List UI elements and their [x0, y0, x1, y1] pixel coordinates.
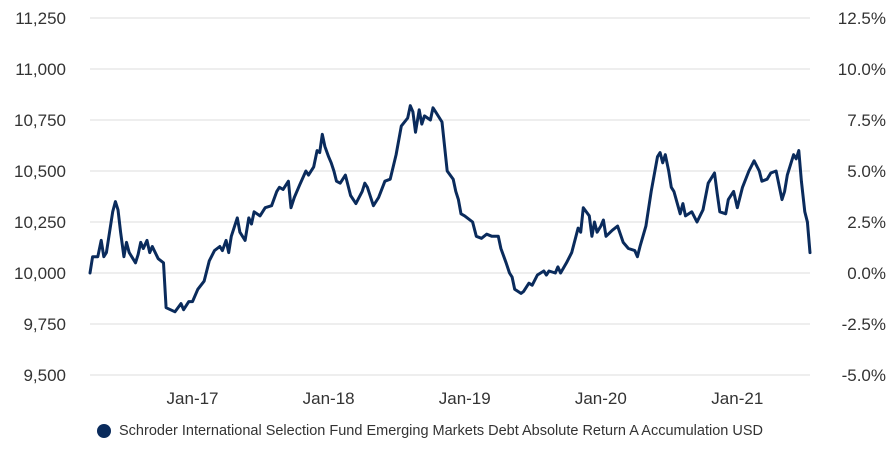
y-tick-label-left: 10,750 [14, 111, 66, 130]
y-axis-right: -5.0% -2.5% 0.0% 2.5% 5.0% 7.5% 10.0% 12.5% [838, 9, 886, 385]
y-axis-left: 9,500 9,750 10,000 10,250 10,500 10,750 11,000… [14, 9, 66, 385]
x-tick-label: Jan-17 [167, 389, 219, 408]
y-tick-label-left: 9,500 [23, 366, 66, 385]
y-tick-label-left: 11,000 [15, 60, 66, 79]
y-tick-label-left: 9,750 [23, 315, 66, 334]
y-tick-label-left: 10,250 [14, 213, 66, 232]
y-tick-label-left: 10,000 [14, 264, 66, 283]
legend-marker [97, 424, 111, 438]
series-line [88, 104, 812, 314]
y-tick-label-right: 5.0% [847, 162, 886, 181]
x-tick-label: Jan-20 [575, 389, 627, 408]
legend: Schroder International Selection Fund Em… [97, 421, 763, 441]
y-tick-label-right: -2.5% [842, 315, 886, 334]
x-axis: Jan-17 Jan-18 Jan-19 Jan-20 Jan-21 [167, 389, 764, 408]
y-tick-label-left: 10,500 [14, 162, 66, 181]
x-tick-label: Jan-18 [303, 389, 355, 408]
x-tick-label: Jan-19 [439, 389, 491, 408]
y-tick-label-left: 11,250 [15, 9, 66, 28]
y-tick-label-right: 12.5% [838, 9, 886, 28]
series-group [88, 104, 812, 314]
y-tick-label-right: 2.5% [847, 213, 886, 232]
y-tick-label-right: 7.5% [847, 111, 886, 130]
legend-label: Schroder International Selection Fund Em… [119, 423, 763, 439]
x-tick-label: Jan-21 [711, 389, 763, 408]
y-tick-label-right: 0.0% [847, 264, 886, 283]
y-tick-label-right: -5.0% [842, 366, 886, 385]
gridlines [90, 17, 810, 376]
y-tick-label-right: 10.0% [838, 60, 886, 79]
